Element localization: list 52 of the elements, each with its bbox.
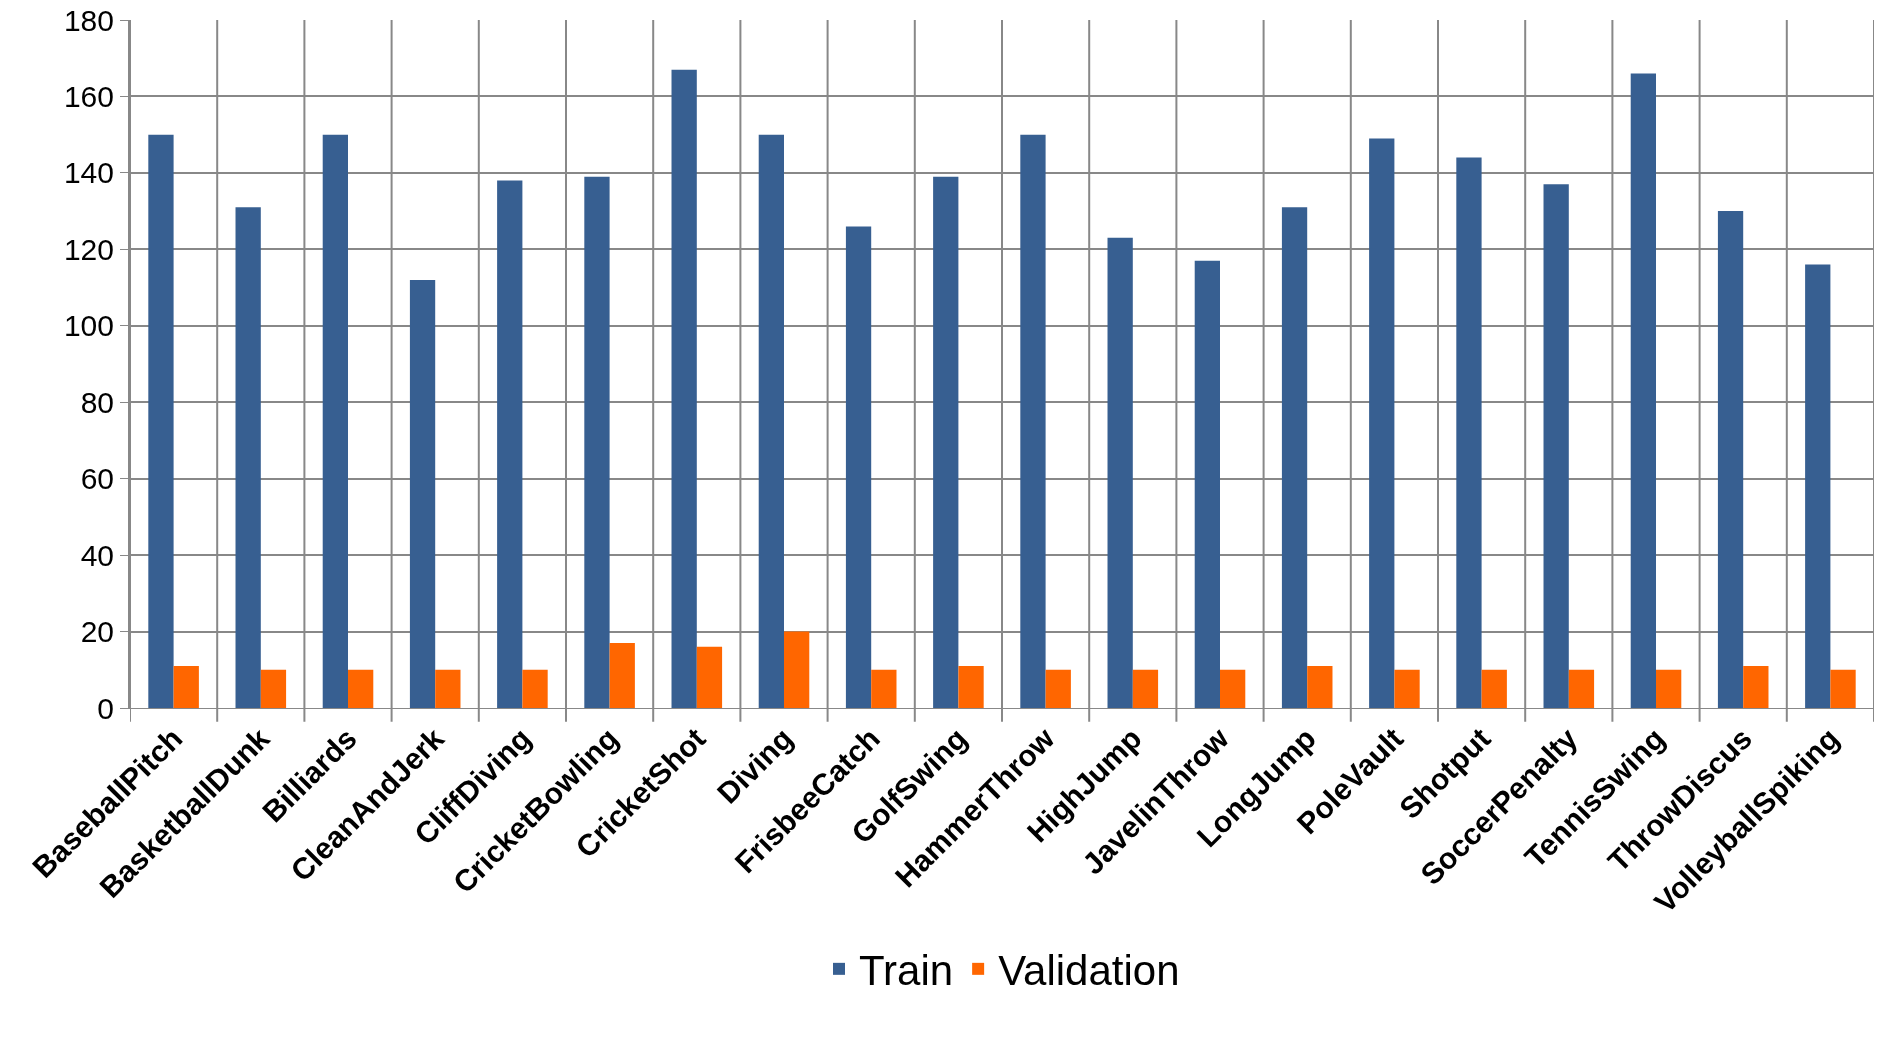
bar <box>1568 669 1595 708</box>
y-tick-label: 0 <box>97 691 114 725</box>
bar <box>1194 260 1220 708</box>
y-tick-label: 40 <box>80 538 114 572</box>
bar <box>1830 669 1856 708</box>
bar <box>260 669 287 708</box>
bar <box>1369 138 1395 708</box>
bar <box>609 643 635 708</box>
bar <box>1656 669 1682 708</box>
y-tick-label: 120 <box>63 232 114 266</box>
bar <box>1394 669 1420 708</box>
bar <box>1281 207 1308 708</box>
legend-label: Train <box>859 947 954 995</box>
bar <box>871 669 897 708</box>
bar <box>522 669 548 708</box>
y-tick-label: 140 <box>63 156 114 190</box>
bar <box>235 207 261 708</box>
bar <box>322 134 348 708</box>
bar <box>671 69 697 708</box>
bar <box>1456 157 1482 708</box>
bar <box>1132 669 1159 708</box>
y-tick-label: 80 <box>80 385 114 419</box>
bar <box>1045 669 1071 708</box>
y-tick-label: 180 <box>63 3 114 37</box>
bar <box>1107 237 1133 708</box>
bar <box>409 279 436 708</box>
bar <box>1020 134 1046 708</box>
bar <box>148 134 174 708</box>
bar <box>696 646 723 708</box>
bar <box>1481 669 1507 708</box>
bar <box>497 180 523 708</box>
y-tick-label: 20 <box>80 615 114 649</box>
legend-label: Validation <box>998 947 1180 995</box>
y-tick-label: 100 <box>63 309 114 343</box>
bar <box>348 669 374 708</box>
bar <box>1220 669 1246 708</box>
y-tick-label: 60 <box>80 462 114 496</box>
bar <box>845 226 872 708</box>
bar <box>435 669 461 708</box>
bar <box>1805 264 1831 708</box>
bar <box>958 665 984 708</box>
bar <box>584 176 610 708</box>
bar <box>1307 665 1333 708</box>
y-tick-label: 160 <box>63 79 114 113</box>
bar <box>1630 73 1656 708</box>
bar <box>1543 184 1569 708</box>
bar <box>1743 665 1769 708</box>
bar <box>784 631 810 708</box>
bar <box>758 134 784 708</box>
bar <box>173 665 199 708</box>
bar <box>1717 211 1744 708</box>
bar <box>933 176 959 708</box>
